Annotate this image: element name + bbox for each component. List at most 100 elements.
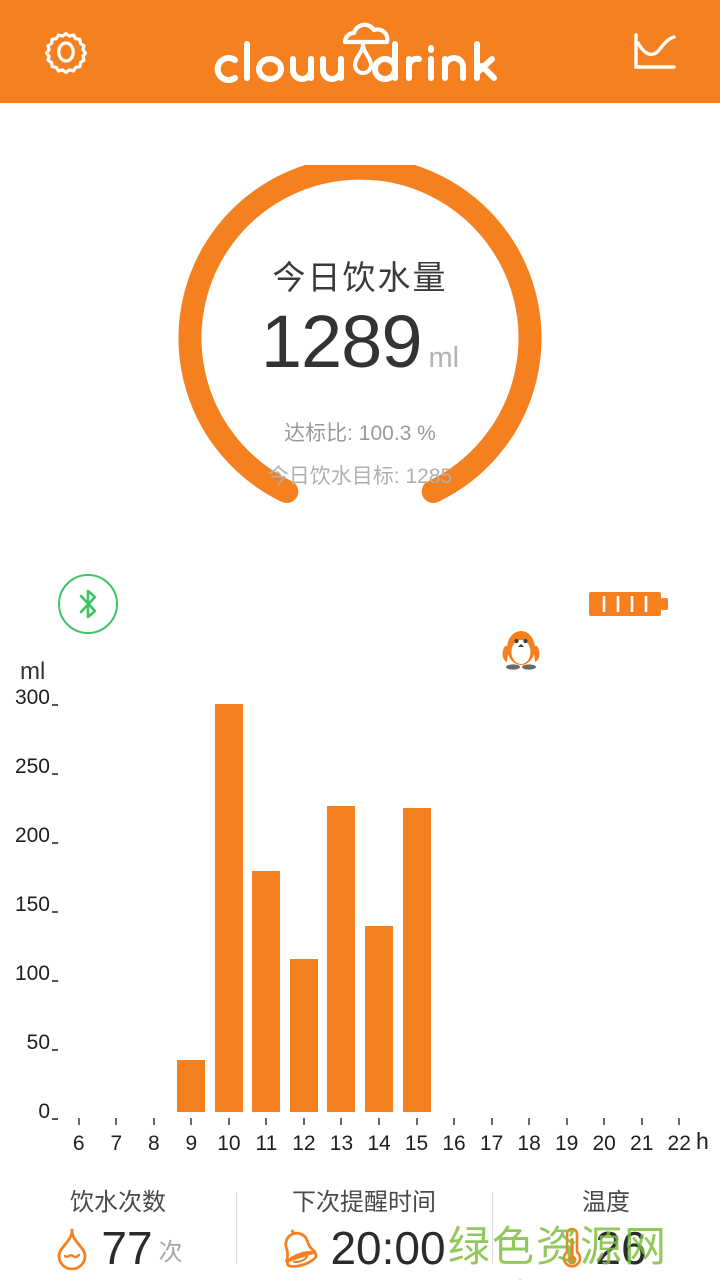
y-axis-tick-mark bbox=[52, 704, 58, 706]
y-axis-tick-mark bbox=[52, 1118, 58, 1120]
chart-plot-area: 6 7 8 9 10 11 12 13 14 15 16 17 18 19 20 21 22 bbox=[56, 650, 720, 1170]
x-axis-tick-mark bbox=[415, 1118, 418, 1125]
x-axis-tick-label: 13 bbox=[329, 1132, 354, 1155]
water-drop-icon bbox=[58, 1228, 87, 1270]
y-axis-tick-mark bbox=[52, 842, 58, 844]
y-axis-tick-label: 300 bbox=[14, 686, 50, 709]
settings-button[interactable] bbox=[38, 24, 94, 80]
x-axis-tick-label: 21 bbox=[630, 1132, 654, 1155]
y-axis-tick-label: 250 bbox=[14, 755, 50, 778]
chart-bar[interactable] bbox=[365, 925, 393, 1112]
bell-icon bbox=[284, 1229, 318, 1268]
x-axis-tick-mark bbox=[302, 1118, 305, 1125]
stat-unit: 次 bbox=[158, 1239, 183, 1266]
gear-icon bbox=[44, 31, 88, 74]
chart-bar[interactable] bbox=[252, 870, 281, 1112]
gauge-center-content: 今日饮水量 1289 ml 达标比: 100.3 % 今日饮水目标: 1285 bbox=[180, 165, 540, 525]
stat-label: 饮水次数 bbox=[70, 1189, 166, 1216]
y-axis-tick-label: 0 bbox=[38, 1100, 50, 1123]
chart-bar[interactable] bbox=[214, 703, 243, 1112]
x-axis-tick-mark bbox=[490, 1118, 493, 1125]
stat-value-row: 26 bbox=[559, 1225, 652, 1271]
y-axis-tick-label: 50 bbox=[26, 1031, 50, 1054]
stat-divider bbox=[236, 1192, 237, 1264]
brand-logo bbox=[94, 16, 626, 88]
x-axis-unit-label: h bbox=[696, 1128, 709, 1154]
line-chart-icon bbox=[634, 32, 676, 69]
y-axis-tick-label: 200 bbox=[14, 824, 50, 847]
y-axis-tick-mark bbox=[52, 773, 58, 775]
x-axis-tick-mark bbox=[678, 1118, 681, 1125]
x-axis-tick-label: 19 bbox=[554, 1132, 579, 1155]
x-axis-tick-label: 11 bbox=[255, 1132, 278, 1155]
x-axis-tick-mark bbox=[227, 1118, 230, 1125]
gauge-ratio-text: 达标比: 100.3 % bbox=[284, 422, 436, 445]
x-axis-tick-label: 7 bbox=[110, 1132, 123, 1155]
daily-intake-gauge: 今日饮水量 1289 ml 达标比: 100.3 % 今日饮水目标: 1285 bbox=[0, 103, 720, 670]
x-axis-tick-label: 10 bbox=[217, 1132, 241, 1155]
summary-stats-row: 饮水次数 77 次 下次提醒时间 bbox=[0, 1178, 720, 1280]
stat-label: 温度 bbox=[582, 1189, 630, 1216]
stat-label: 下次提醒时间 bbox=[292, 1189, 436, 1216]
y-axis: 0 50 100 150 200 250 300 bbox=[0, 650, 58, 1170]
x-axis-tick-mark bbox=[77, 1118, 80, 1125]
stat-drink-count[interactable]: 饮水次数 77 次 bbox=[0, 1178, 236, 1280]
stat-divider bbox=[492, 1192, 493, 1264]
x-axis-tick-mark bbox=[453, 1118, 456, 1125]
thermometer-icon bbox=[563, 1227, 582, 1268]
x-axis-tick-mark bbox=[190, 1118, 193, 1125]
y-axis-unit-label: ml bbox=[20, 658, 46, 685]
x-axis-tick-label: 12 bbox=[292, 1132, 316, 1155]
x-axis-tick-label: 22 bbox=[667, 1132, 691, 1155]
y-axis-tick-mark bbox=[52, 1049, 58, 1051]
chart-bar[interactable] bbox=[177, 1059, 206, 1112]
x-axis-tick-label: 16 bbox=[442, 1132, 466, 1155]
stat-value: 20:00 bbox=[330, 1222, 446, 1274]
statistics-button[interactable] bbox=[626, 24, 682, 80]
chart-bar[interactable] bbox=[402, 808, 431, 1112]
gauge-unit: ml bbox=[428, 342, 460, 374]
penguin-icon bbox=[502, 631, 540, 670]
y-axis-tick-label: 100 bbox=[14, 962, 50, 985]
hourly-intake-chart: ml 0 50 100 150 200 250 300 6 7 8 9 10 11 12 13 14 15 16… bbox=[0, 650, 720, 1170]
x-axis-tick-mark bbox=[528, 1118, 531, 1125]
chart-bar[interactable] bbox=[327, 805, 356, 1112]
y-axis-tick-mark bbox=[52, 980, 58, 982]
y-axis-tick-mark bbox=[52, 911, 58, 913]
stat-value-row: 77 次 bbox=[53, 1222, 183, 1274]
stat-temperature[interactable]: 温度 26 bbox=[492, 1178, 720, 1280]
x-axis-tick-mark bbox=[115, 1118, 118, 1125]
x-axis-tick-label: 18 bbox=[517, 1132, 541, 1155]
stat-value: 26 bbox=[595, 1222, 647, 1274]
chart-bar[interactable] bbox=[289, 958, 318, 1112]
x-axis-tick-mark bbox=[565, 1118, 568, 1125]
stat-next-reminder[interactable]: 下次提醒时间 20:00 bbox=[236, 1178, 492, 1280]
x-axis-tick-label: 15 bbox=[404, 1132, 429, 1155]
x-axis-tick-mark bbox=[265, 1118, 268, 1125]
stat-value-row: 20:00 bbox=[276, 1225, 451, 1271]
app-header bbox=[0, 0, 720, 103]
x-axis-tick-label: 14 bbox=[367, 1132, 391, 1155]
clouddrink-logo-icon bbox=[214, 22, 497, 83]
stat-value: 77 bbox=[101, 1222, 153, 1274]
bluetooth-status-button[interactable] bbox=[58, 574, 118, 634]
x-axis-tick-label: 6 bbox=[72, 1132, 85, 1155]
x-axis-tick-label: 9 bbox=[185, 1132, 198, 1155]
x-axis-tick-mark bbox=[640, 1118, 643, 1125]
x-axis-tick-mark bbox=[378, 1118, 380, 1125]
battery-full-icon bbox=[589, 592, 668, 616]
x-axis-tick-mark bbox=[340, 1118, 343, 1125]
gauge-value-row: 1289 ml bbox=[261, 305, 459, 379]
x-axis-tick-label: 17 bbox=[479, 1132, 504, 1155]
x-axis-tick-label: 20 bbox=[592, 1132, 616, 1155]
gauge-value: 1289 bbox=[260, 300, 423, 383]
gauge-goal-text: 今日饮水目标: 1285 bbox=[267, 465, 453, 488]
bluetooth-icon bbox=[79, 589, 97, 619]
device-status-row bbox=[0, 565, 720, 645]
x-axis-tick-mark bbox=[603, 1118, 606, 1125]
x-axis-tick-mark bbox=[152, 1118, 155, 1125]
x-axis-tick-label: 8 bbox=[147, 1132, 160, 1155]
gauge-title: 今日饮水量 bbox=[272, 259, 448, 296]
y-axis-tick-label: 150 bbox=[14, 893, 50, 916]
